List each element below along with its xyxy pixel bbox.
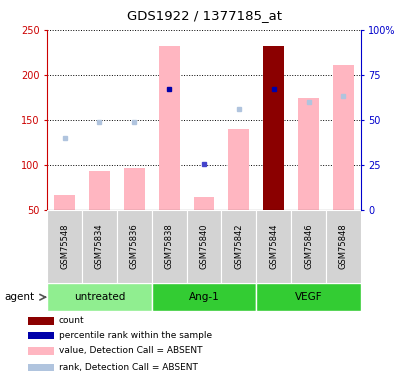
Text: percentile rank within the sample: percentile rank within the sample	[58, 331, 211, 340]
Text: count: count	[58, 316, 84, 326]
Text: GSM75844: GSM75844	[269, 224, 277, 269]
Text: GSM75842: GSM75842	[234, 224, 243, 269]
Text: GDS1922 / 1377185_at: GDS1922 / 1377185_at	[127, 9, 282, 22]
Bar	[256, 210, 290, 283]
Bar	[117, 210, 151, 283]
Bar	[263, 46, 283, 210]
Bar	[158, 46, 179, 210]
Text: GSM75836: GSM75836	[130, 224, 138, 269]
Bar	[89, 171, 110, 210]
Bar	[28, 363, 54, 371]
Bar	[151, 283, 256, 311]
Bar	[47, 210, 82, 283]
Text: untreated: untreated	[74, 292, 125, 302]
Bar	[325, 210, 360, 283]
Bar	[332, 65, 353, 210]
Bar	[82, 210, 117, 283]
Bar	[151, 210, 186, 283]
Bar	[228, 129, 249, 210]
Text: GSM75848: GSM75848	[338, 224, 347, 269]
Text: rank, Detection Call = ABSENT: rank, Detection Call = ABSENT	[58, 363, 197, 372]
Bar	[28, 317, 54, 325]
Text: Ang-1: Ang-1	[188, 292, 219, 302]
Bar	[28, 332, 54, 339]
Bar	[193, 196, 214, 210]
Text: value, Detection Call = ABSENT: value, Detection Call = ABSENT	[58, 346, 202, 355]
Text: agent: agent	[4, 292, 34, 302]
Bar	[221, 210, 256, 283]
Text: GSM75846: GSM75846	[303, 224, 312, 269]
Text: GSM75840: GSM75840	[199, 224, 208, 269]
Bar	[290, 210, 325, 283]
Text: GSM75838: GSM75838	[164, 224, 173, 269]
Bar	[54, 195, 75, 210]
Text: VEGF: VEGF	[294, 292, 321, 302]
Bar	[297, 98, 318, 210]
Bar	[47, 283, 151, 311]
Text: GSM75548: GSM75548	[60, 224, 69, 269]
Bar	[28, 347, 54, 355]
Bar	[256, 283, 360, 311]
Bar	[186, 210, 221, 283]
Bar	[124, 168, 144, 210]
Text: GSM75834: GSM75834	[95, 224, 103, 269]
